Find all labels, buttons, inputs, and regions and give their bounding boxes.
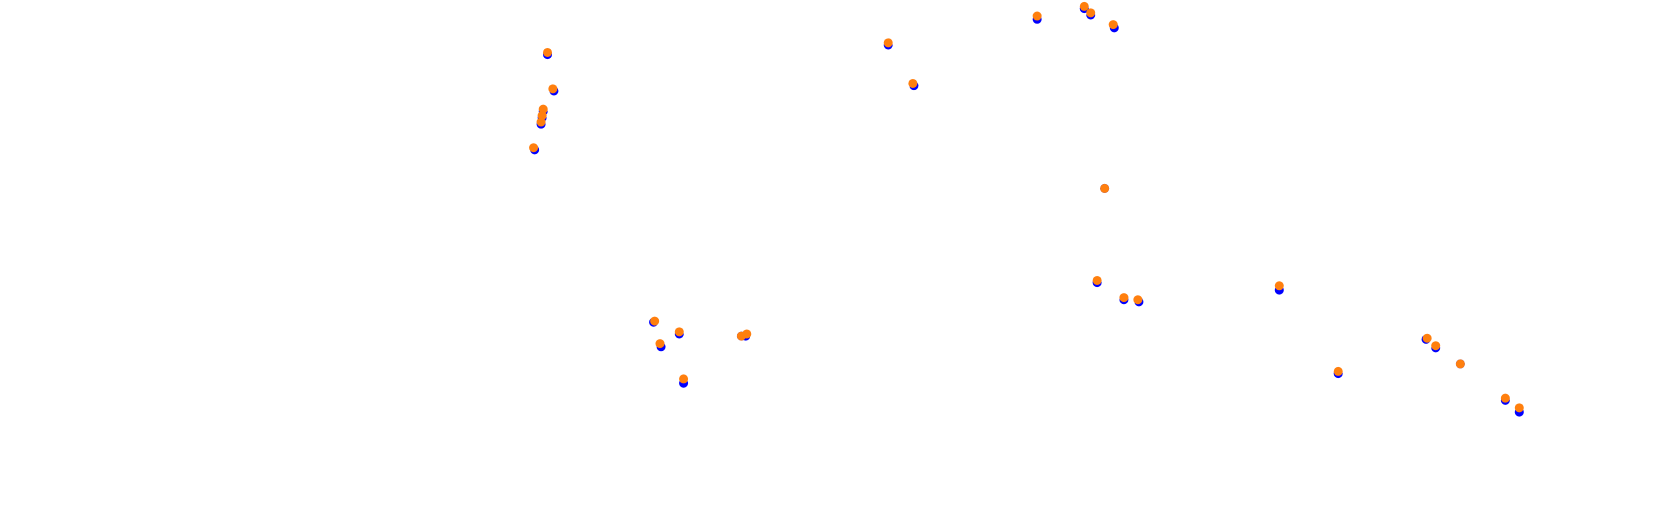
data-point bbox=[1092, 275, 1102, 285]
series-1 bbox=[529, 1, 1524, 413]
data-point bbox=[1514, 403, 1524, 413]
data-point bbox=[1422, 333, 1432, 343]
data-point bbox=[1100, 183, 1110, 193]
data-point bbox=[1431, 341, 1441, 351]
data-point bbox=[1032, 11, 1042, 21]
data-point bbox=[1500, 393, 1510, 403]
data-point bbox=[1455, 359, 1465, 369]
data-point bbox=[1086, 8, 1096, 18]
data-point bbox=[650, 316, 660, 326]
data-point bbox=[543, 47, 552, 57]
data-point bbox=[536, 117, 546, 127]
data-point bbox=[529, 143, 539, 153]
data-point bbox=[1119, 293, 1129, 303]
data-point bbox=[1333, 366, 1343, 376]
series-0 bbox=[530, 4, 1524, 417]
data-point bbox=[548, 84, 558, 94]
data-point bbox=[1079, 1, 1089, 11]
data-point bbox=[742, 329, 752, 339]
data-point bbox=[655, 339, 665, 349]
data-point bbox=[1108, 20, 1118, 30]
data-point bbox=[908, 78, 918, 88]
data-point bbox=[1133, 295, 1143, 305]
data-point bbox=[674, 327, 684, 337]
data-point bbox=[1274, 281, 1284, 291]
data-point bbox=[679, 374, 689, 384]
data-point bbox=[883, 38, 893, 48]
